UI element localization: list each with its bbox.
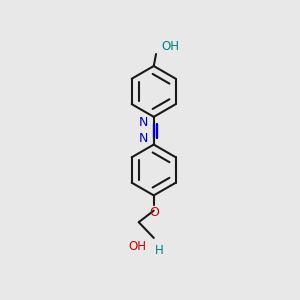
Text: OH: OH xyxy=(129,240,147,253)
Text: H: H xyxy=(155,244,164,257)
Text: N: N xyxy=(139,116,148,129)
Text: OH: OH xyxy=(162,40,180,53)
Text: N: N xyxy=(139,132,148,145)
Text: O: O xyxy=(149,206,159,220)
